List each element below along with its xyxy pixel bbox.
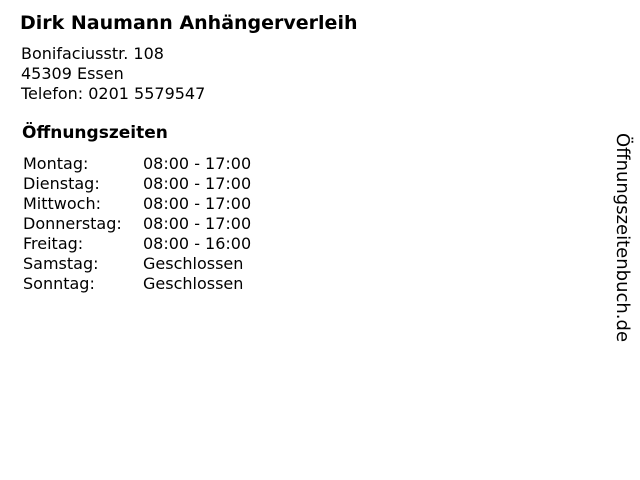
day-label: Samstag: [23, 254, 99, 273]
day-label: Sonntag: [23, 274, 95, 293]
hours-value: Geschlossen [143, 254, 244, 273]
hours-value: 08:00 - 16:00 [143, 234, 252, 253]
hours-value: 08:00 - 17:00 [143, 154, 252, 173]
hours-row-saturday: Samstag: Geschlossen [23, 254, 251, 274]
hours-row-friday: Freitag: 08:00 - 16:00 [23, 234, 251, 254]
hours-value: Geschlossen [143, 274, 244, 293]
hours-row-thursday: Donnerstag: 08:00 - 17:00 [23, 214, 251, 234]
hours-row-tuesday: Dienstag: 08:00 - 17:00 [23, 174, 251, 194]
address-street: Bonifaciusstr. 108 [21, 44, 164, 63]
opening-hours-table: Montag: 08:00 - 17:00 Dienstag: 08:00 - … [23, 154, 251, 294]
hours-value: 08:00 - 17:00 [143, 194, 252, 213]
business-name: Dirk Naumann Anhängerverleih [20, 12, 358, 34]
day-label: Donnerstag: [23, 214, 122, 233]
address-block: Bonifaciusstr. 108 45309 Essen Telefon: … [21, 44, 205, 104]
opening-hours-heading: Öffnungszeiten [22, 123, 168, 143]
hours-row-monday: Montag: 08:00 - 17:00 [23, 154, 251, 174]
address-city: 45309 Essen [21, 64, 124, 83]
hours-value: 08:00 - 17:00 [143, 174, 252, 193]
site-branding-watermark: Öffnungszeitenbuch.de [612, 133, 633, 343]
hours-row-wednesday: Mittwoch: 08:00 - 17:00 [23, 194, 251, 214]
day-label: Montag: [23, 154, 89, 173]
day-label: Freitag: [23, 234, 84, 253]
hours-row-sunday: Sonntag: Geschlossen [23, 274, 251, 294]
day-label: Mittwoch: [23, 194, 101, 213]
hours-value: 08:00 - 17:00 [143, 214, 252, 233]
phone-number: Telefon: 0201 5579547 [21, 84, 206, 103]
day-label: Dienstag: [23, 174, 100, 193]
